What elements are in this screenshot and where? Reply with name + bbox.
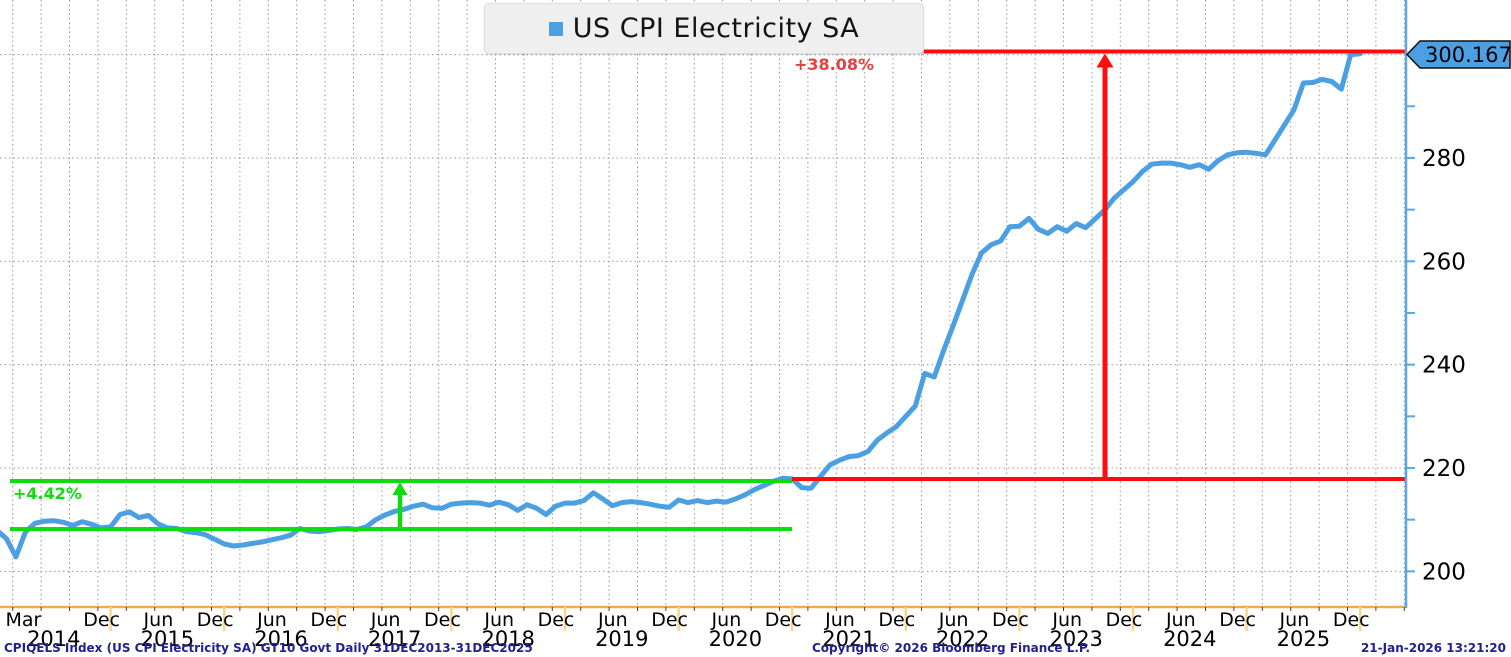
x-axis-year-label: 2015 bbox=[141, 627, 194, 651]
x-axis-month-label: Jun bbox=[143, 609, 174, 631]
copyright-text: Copyright© 2026 Bloomberg Finance L.P. bbox=[812, 641, 1091, 655]
x-axis-month-label: Dec bbox=[1333, 609, 1370, 631]
green-arrow-head-icon bbox=[392, 482, 408, 495]
green-change-annotation: +4.42% bbox=[13, 484, 82, 503]
chart-legend[interactable]: US CPI Electricity SA bbox=[484, 3, 924, 54]
x-axis-month-label: Jun bbox=[1051, 609, 1082, 631]
x-axis-month-label: Dec bbox=[197, 609, 234, 631]
y-axis-value-label: 260 bbox=[1422, 249, 1466, 275]
x-axis-month-label: Jun bbox=[824, 609, 855, 631]
x-axis-month-label: Jun bbox=[1279, 609, 1310, 631]
y-axis-value-label: 200 bbox=[1422, 559, 1466, 585]
x-axis-month-label: Dec bbox=[83, 609, 120, 631]
x-axis-year-label: 2014 bbox=[27, 627, 80, 651]
y-axis-value-label: 240 bbox=[1422, 353, 1466, 379]
x-axis-month-label: Jun bbox=[1165, 609, 1196, 631]
x-axis-month-label: Jun bbox=[938, 609, 969, 631]
x-axis-month-label: Dec bbox=[992, 609, 1029, 631]
x-axis-year-label: 2023 bbox=[1049, 627, 1102, 651]
y-axis-value-label: 280 bbox=[1422, 146, 1466, 172]
x-axis-month-label: Jun bbox=[711, 609, 742, 631]
x-axis-month-label: Dec bbox=[538, 609, 575, 631]
x-axis-month-label: Dec bbox=[1106, 609, 1143, 631]
x-axis-year-label: 2022 bbox=[936, 627, 989, 651]
x-axis-month-label: Mar bbox=[5, 609, 41, 631]
x-axis-month-label: Jun bbox=[256, 609, 287, 631]
x-axis-month-label: Jun bbox=[597, 609, 628, 631]
legend-series-label: US CPI Electricity SA bbox=[572, 13, 860, 44]
x-axis-year-label: 2020 bbox=[709, 627, 762, 651]
x-axis-month-label: Dec bbox=[651, 609, 688, 631]
last-value-text: 300.167 bbox=[1425, 43, 1511, 67]
red-change-annotation: +38.08% bbox=[794, 55, 875, 74]
timestamp-text: 21-Jan-2026 13:21:20 bbox=[1360, 641, 1506, 655]
security-description-text: CPIQELS Index (US CPI Electricity SA) GT… bbox=[4, 641, 533, 655]
x-axis-year-label: 2024 bbox=[1163, 627, 1216, 651]
red-arrow-head-icon bbox=[1096, 53, 1114, 68]
x-axis-month-label: Jun bbox=[370, 609, 401, 631]
x-axis-year-label: 2016 bbox=[254, 627, 307, 651]
x-axis-month-label: Dec bbox=[1219, 609, 1256, 631]
x-axis-month-label: Dec bbox=[765, 609, 802, 631]
x-axis-month-label: Dec bbox=[310, 609, 347, 631]
x-axis-year-label: 2018 bbox=[481, 627, 534, 651]
x-axis-year-label: 2017 bbox=[368, 627, 421, 651]
x-axis-year-label: 2019 bbox=[595, 627, 648, 651]
cpi-electricity-series-line bbox=[0, 51, 1363, 560]
series-color-swatch-icon bbox=[548, 21, 563, 36]
x-axis-month-label: Jun bbox=[483, 609, 514, 631]
x-axis-year-label: 2025 bbox=[1277, 627, 1330, 651]
x-axis-month-label: Dec bbox=[424, 609, 461, 631]
x-axis-month-label: Dec bbox=[878, 609, 915, 631]
last-value-flag bbox=[1405, 40, 1511, 69]
x-axis-year-label: 2021 bbox=[822, 627, 875, 651]
y-axis-value-label: 220 bbox=[1422, 456, 1466, 482]
